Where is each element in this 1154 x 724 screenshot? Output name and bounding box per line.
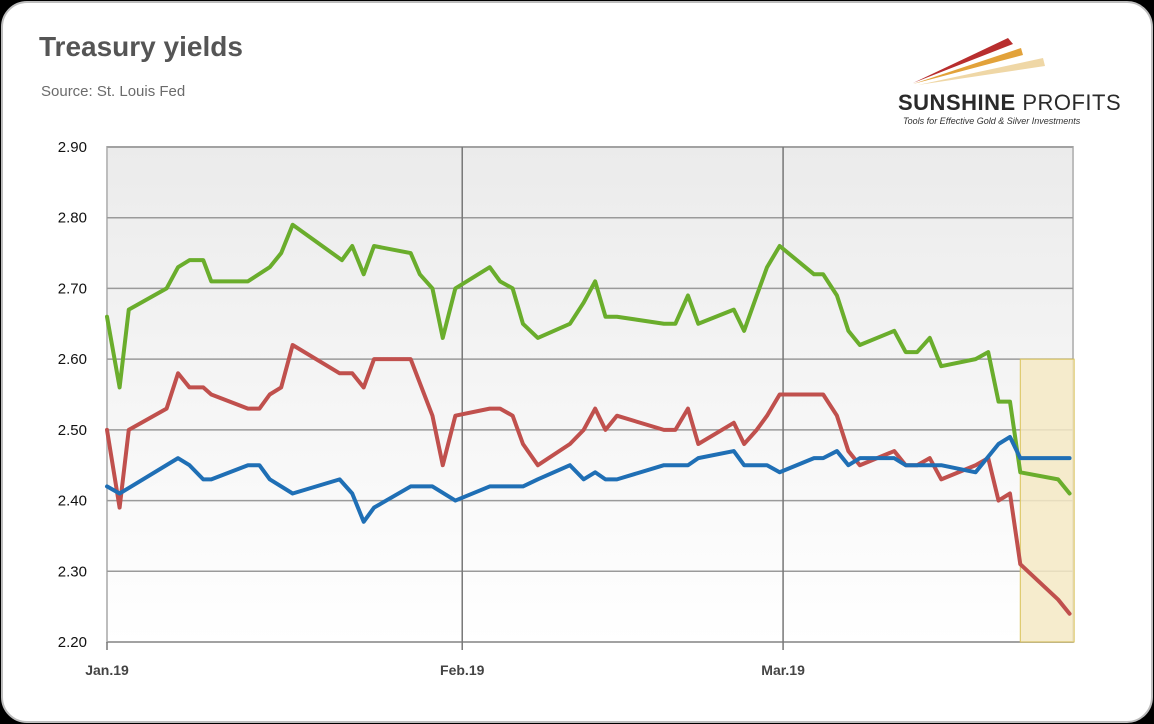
plot-area: [106, 146, 1074, 643]
chart-title: Treasury yields: [39, 31, 243, 62]
y-tick-label: 2.30: [58, 563, 87, 580]
y-tick-label: 2.40: [58, 493, 87, 510]
series-line-green: [105, 222, 1072, 496]
sunshine-profits-logo: SUNSHINE PROFITS Tools for Effective Gol…: [883, 28, 1133, 128]
y-tick-label: 2.50: [58, 422, 87, 439]
logo-tagline: Tools for Effective Gold & Silver Invest…: [903, 116, 1081, 126]
y-tick-label: 2.60: [58, 351, 87, 368]
y-tick-label: 2.80: [58, 210, 87, 227]
y-tick-label: 2.20: [58, 634, 87, 651]
x-tick-label: Jan.19: [85, 662, 129, 678]
y-tick-label: 2.70: [58, 280, 87, 297]
chart-source: Source: St. Louis Fed: [41, 83, 186, 100]
series-line-blue: [105, 434, 1072, 524]
logo-rays-icon: [913, 38, 1045, 85]
y-tick-label: 2.90: [58, 139, 87, 156]
x-tick-label: Feb.19: [440, 662, 485, 678]
highlight-box: [1019, 358, 1075, 643]
logo-name: SUNSHINE PROFITS: [898, 90, 1122, 115]
x-tick-label: Mar.19: [761, 662, 805, 678]
